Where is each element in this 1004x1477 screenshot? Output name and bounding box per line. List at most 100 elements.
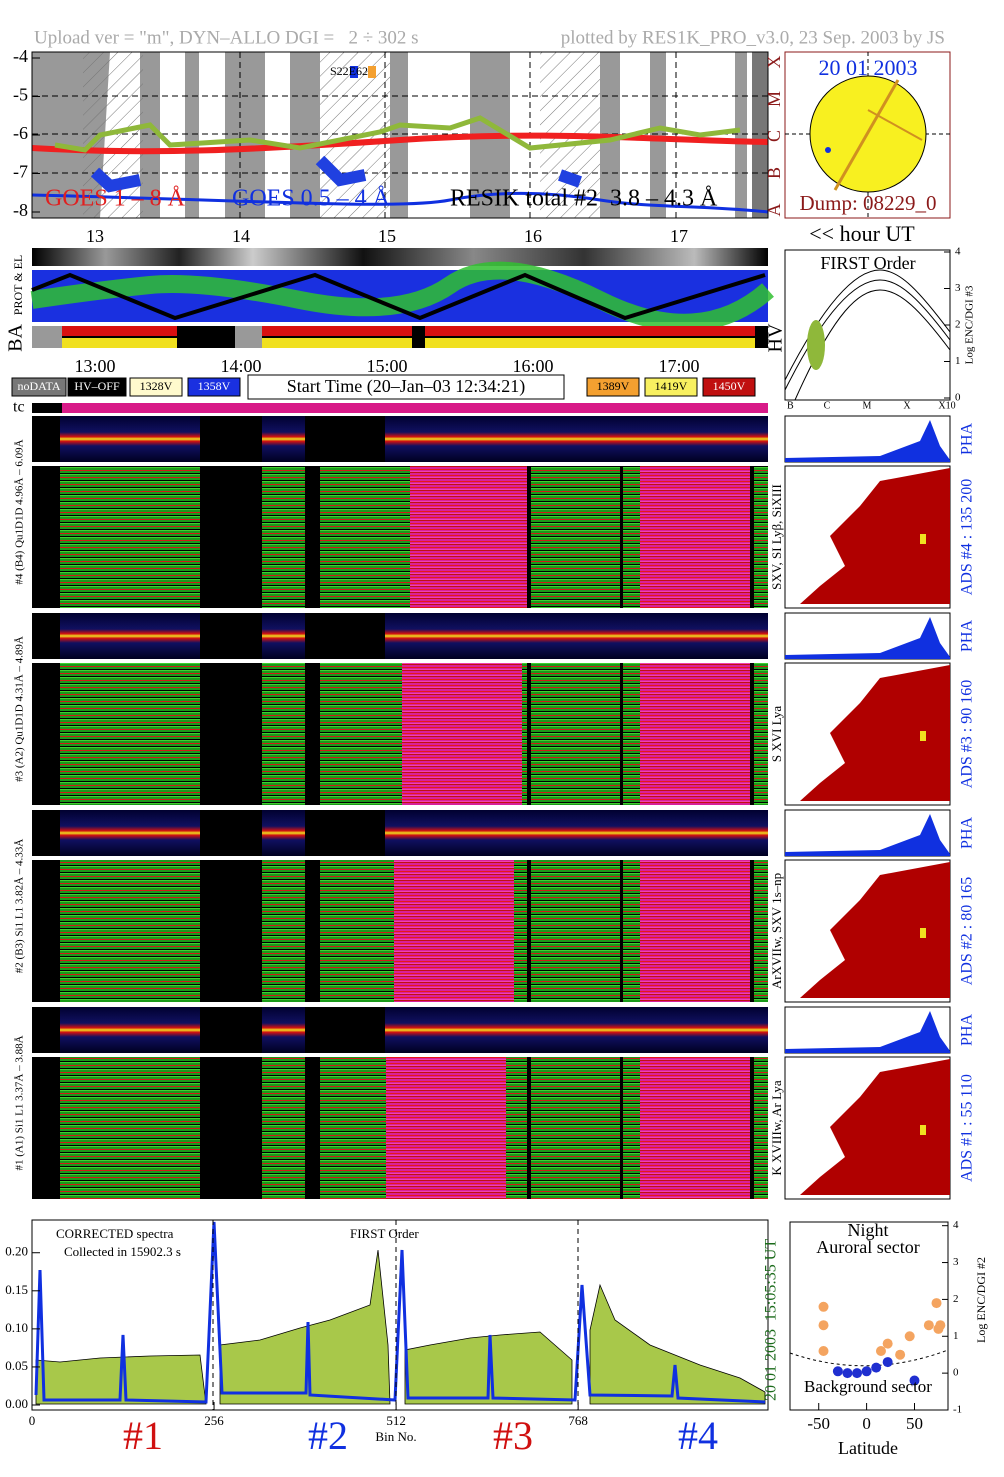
ads-marker	[920, 731, 926, 741]
legend-box	[644, 377, 698, 397]
no-data	[200, 1057, 262, 1199]
hour-tick-label: 17	[670, 226, 688, 246]
no-data	[750, 663, 754, 805]
legend-label: 1389V	[597, 379, 630, 393]
x-tick-label: 0	[29, 1413, 36, 1428]
channel-label: #3 (A2) Qu1D1D 4.31Å – 4.89Å	[14, 636, 26, 782]
point	[895, 1349, 906, 1360]
y-tick-label: -1	[953, 1404, 962, 1416]
ads-label: ADS #4 : 135 200	[959, 479, 976, 595]
no-data	[200, 416, 262, 462]
no-data	[200, 810, 262, 856]
spectrogram-panels: #4 (B4) Qu1D1D 4.96Å – 6.09Å PHA ADS #4 : …	[14, 415, 976, 1200]
pha-label: PHA	[959, 620, 976, 652]
legend-row: Start Time (20–Jan–03 12:34:21) tc noDAT…	[11, 374, 768, 416]
no-data	[200, 860, 262, 1002]
no-data	[305, 1057, 320, 1199]
x-tick-label: -50	[807, 1414, 830, 1433]
ads-label: ADS #2 : 80 165	[959, 877, 976, 985]
no-data	[620, 466, 623, 608]
x-tick-label: 0	[862, 1414, 871, 1433]
first-order-title: FIRST Order	[820, 253, 915, 273]
line-label: S XVI Lya	[769, 706, 784, 763]
legend-label: noDATA	[17, 379, 60, 393]
flare-class: M	[764, 91, 784, 107]
note: CORRECTED spectra	[56, 1226, 174, 1241]
y-tick-label: 4	[953, 1219, 959, 1231]
channel-label: #1 (A1) Si1 L1 3.37Å – 3.88Å	[14, 1035, 26, 1170]
no-data	[527, 1057, 531, 1199]
legend-box	[11, 377, 67, 397]
goes-annotation: S22E62	[330, 64, 368, 78]
pha-strip	[32, 810, 768, 856]
no-data	[32, 416, 60, 462]
x-tick-label: X10	[938, 400, 955, 411]
y-tick-label: -8	[13, 200, 28, 220]
line-label: SXV, SI Lyβ, SiXIII	[769, 484, 784, 590]
lat-title: Night	[847, 1220, 888, 1240]
legend-label: 1419V	[655, 379, 688, 393]
pha-shape	[785, 420, 950, 462]
point	[818, 1320, 829, 1331]
point	[935, 1320, 946, 1331]
legend-box	[187, 377, 241, 397]
spectrum-time: 15:05:35 UT	[763, 1239, 780, 1321]
ads-shape	[800, 665, 950, 801]
orbit-label: HV	[765, 323, 787, 352]
y-tick-label: 3	[955, 282, 961, 294]
first-order-ylabel: Log ENC/DGI #3	[964, 285, 976, 364]
pha-shape	[785, 814, 950, 856]
header-upload: Upload ver = "m", DYN–ALLO DGI = 2 ÷ 302…	[34, 27, 419, 48]
no-data	[305, 1007, 385, 1053]
spectrogram	[640, 1057, 750, 1199]
point	[909, 1375, 920, 1386]
ads-shape	[800, 468, 950, 604]
sun-date: 20 01 2003	[819, 55, 918, 80]
spectrogram	[640, 663, 750, 805]
hour-axis: << hour UT 13 14 15 16 17	[86, 221, 915, 246]
flare-class: B	[764, 167, 784, 179]
hour-tick-label: 14	[232, 226, 250, 246]
y-tick-label: 0.10	[5, 1320, 28, 1335]
no-data	[32, 860, 60, 1002]
flare-class: A	[764, 204, 784, 217]
ads-label: ADS #3 : 90 160	[959, 680, 976, 788]
point	[875, 1346, 886, 1357]
no-data	[200, 613, 262, 659]
y-tick-label: 2	[953, 1293, 959, 1305]
spectrogram	[640, 466, 750, 608]
y-tick-label: -5	[13, 85, 28, 105]
no-data	[750, 860, 754, 1002]
no-data	[620, 860, 623, 1002]
legend-box	[586, 377, 640, 397]
time-label: 16:00	[512, 356, 553, 376]
point	[861, 1366, 872, 1377]
start-time: Start Time (20–Jan–03 12:34:21)	[287, 376, 526, 397]
point	[852, 1368, 863, 1379]
pha-shape	[785, 1011, 950, 1053]
pha-shape	[785, 617, 950, 659]
x-tick-label: B	[787, 400, 794, 411]
no-data	[32, 1007, 60, 1053]
hour-tick-label: 15	[378, 226, 396, 246]
pha-label: PHA	[959, 1014, 976, 1046]
point	[904, 1331, 915, 1342]
point	[882, 1357, 893, 1368]
y-axis-label: Log ENC/DGI #2	[974, 1257, 988, 1343]
hour-tick-label: 13	[86, 226, 104, 246]
goes-legend: RESIK total #2 3.8 – 4.3 Å	[450, 186, 718, 212]
x-tick-label: 256	[204, 1413, 224, 1428]
flare-class: C	[764, 130, 784, 142]
no-data	[305, 860, 320, 1002]
no-data	[200, 1007, 262, 1053]
orbit-panel: PROT & EL BA HV	[5, 248, 787, 352]
pha-label: PHA	[959, 817, 976, 849]
no-data	[527, 663, 531, 805]
line-label: K XVIIIw, Ar Lya	[769, 1080, 784, 1175]
flare-class: X	[764, 56, 784, 69]
ads-shape	[800, 862, 950, 998]
sun-dump: Dump: 08229_0	[799, 191, 936, 215]
pha-strip	[32, 613, 768, 659]
